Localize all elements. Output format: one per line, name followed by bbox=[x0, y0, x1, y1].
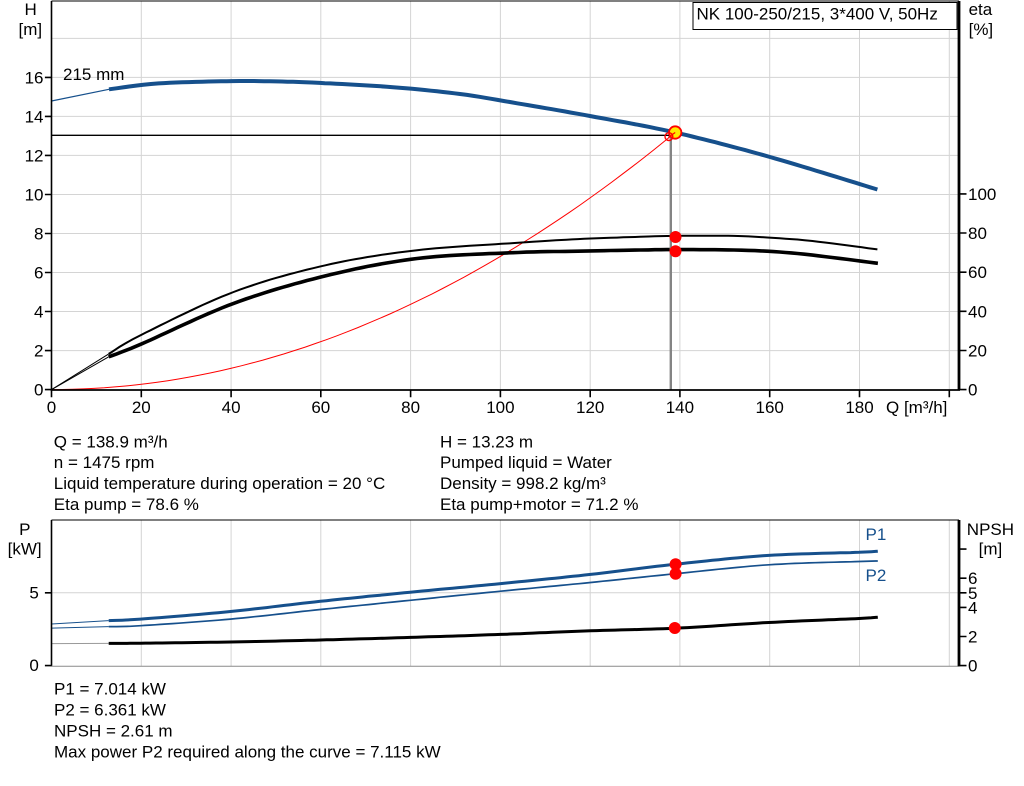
svg-text:20: 20 bbox=[968, 342, 987, 361]
svg-text:NPSH: NPSH bbox=[967, 520, 1014, 539]
svg-text:Q [m³/h]: Q [m³/h] bbox=[886, 398, 947, 417]
svg-text:0: 0 bbox=[968, 657, 977, 676]
svg-text:6: 6 bbox=[968, 569, 977, 588]
svg-text:Eta pump = 78.6 %: Eta pump = 78.6 % bbox=[54, 495, 199, 514]
svg-text:100: 100 bbox=[486, 398, 514, 417]
svg-text:10: 10 bbox=[25, 186, 44, 205]
svg-text:H: H bbox=[25, 0, 37, 19]
svg-text:5: 5 bbox=[29, 584, 38, 603]
svg-text:6: 6 bbox=[34, 264, 43, 283]
svg-text:60: 60 bbox=[968, 263, 987, 282]
svg-text:P2 = 6.361 kW: P2 = 6.361 kW bbox=[54, 701, 166, 720]
svg-text:20: 20 bbox=[132, 398, 151, 417]
svg-text:H = 13.23 m: H = 13.23 m bbox=[440, 432, 533, 451]
svg-text:NK 100-250/215, 3*400 V, 50Hz: NK 100-250/215, 3*400 V, 50Hz bbox=[697, 5, 938, 24]
svg-text:[m]: [m] bbox=[979, 540, 1003, 559]
svg-text:Max power P2 required along th: Max power P2 required along the curve = … bbox=[54, 742, 441, 761]
svg-text:4: 4 bbox=[34, 303, 43, 322]
svg-text:Q = 138.9 m³/h: Q = 138.9 m³/h bbox=[54, 432, 168, 451]
svg-text:5: 5 bbox=[968, 584, 977, 603]
svg-text:[%]: [%] bbox=[969, 20, 994, 39]
svg-text:120: 120 bbox=[576, 398, 604, 417]
svg-text:Eta pump+motor = 71.2 %: Eta pump+motor = 71.2 % bbox=[440, 495, 638, 514]
svg-text:NPSH = 2.61 m: NPSH = 2.61 m bbox=[54, 721, 173, 740]
svg-text:160: 160 bbox=[756, 398, 784, 417]
svg-text:8: 8 bbox=[34, 225, 43, 244]
svg-text:215 mm: 215 mm bbox=[63, 65, 124, 84]
svg-text:Liquid temperature during oper: Liquid temperature during operation = 20… bbox=[54, 474, 385, 493]
svg-text:0: 0 bbox=[34, 381, 43, 400]
svg-text:0: 0 bbox=[29, 656, 38, 675]
svg-text:40: 40 bbox=[968, 302, 987, 321]
svg-text:2: 2 bbox=[968, 628, 977, 647]
svg-text:n = 1475 rpm: n = 1475 rpm bbox=[54, 453, 155, 472]
svg-text:Density = 998.2 kg/m³: Density = 998.2 kg/m³ bbox=[440, 474, 606, 493]
svg-text:P: P bbox=[19, 520, 30, 539]
svg-text:P2: P2 bbox=[866, 566, 887, 585]
svg-text:14: 14 bbox=[25, 107, 44, 126]
svg-text:P1 = 7.014 kW: P1 = 7.014 kW bbox=[54, 680, 166, 699]
svg-text:80: 80 bbox=[401, 398, 420, 417]
svg-text:140: 140 bbox=[666, 398, 694, 417]
svg-text:0: 0 bbox=[47, 398, 56, 417]
svg-text:eta: eta bbox=[969, 0, 993, 19]
svg-text:P1: P1 bbox=[866, 525, 887, 544]
svg-text:180: 180 bbox=[845, 398, 873, 417]
svg-text:0: 0 bbox=[968, 381, 977, 400]
svg-text:2: 2 bbox=[34, 342, 43, 361]
svg-text:60: 60 bbox=[311, 398, 330, 417]
svg-text:40: 40 bbox=[222, 398, 241, 417]
svg-text:[m]: [m] bbox=[18, 20, 42, 39]
svg-text:80: 80 bbox=[968, 224, 987, 243]
svg-text:[kW]: [kW] bbox=[8, 540, 42, 559]
svg-text:16: 16 bbox=[25, 68, 44, 87]
svg-text:100: 100 bbox=[968, 185, 996, 204]
svg-text:12: 12 bbox=[25, 146, 44, 165]
svg-text:4: 4 bbox=[968, 598, 977, 617]
svg-text:Pumped liquid = Water: Pumped liquid = Water bbox=[440, 453, 612, 472]
